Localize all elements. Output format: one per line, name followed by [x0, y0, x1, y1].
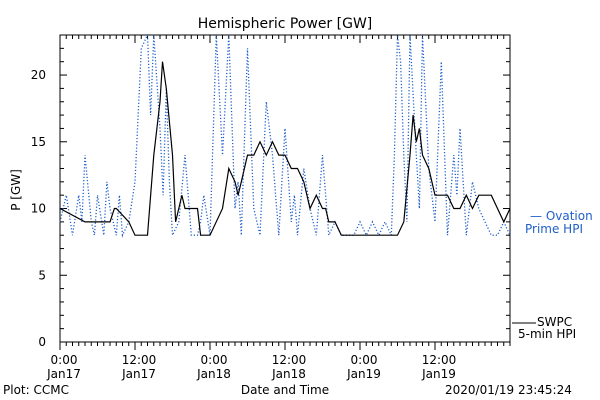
legend-swpc-line1: SWPC	[537, 315, 572, 329]
footer-timestamp: 2020/01/19 23:45:24	[445, 383, 572, 397]
x-tick-time-label: 12:00	[272, 353, 307, 367]
y-tick-label: 10	[31, 202, 46, 216]
chart-title: Hemispheric Power [GW]	[198, 16, 373, 32]
x-tick-time-label: 0:00	[351, 353, 378, 367]
series-layer	[59, 34, 511, 238]
x-tick-date-label: Jan19	[346, 367, 381, 381]
x-tick-time-label: 0:00	[51, 353, 78, 367]
plot-frame	[59, 34, 511, 343]
x-tick-time-label: 12:00	[122, 353, 157, 367]
x-axis-label: Date and Time	[241, 383, 329, 397]
legend: — Ovation Prime HPI SWPC 5-min HPI	[512, 209, 593, 341]
x-tick-date-label: Jan18	[196, 367, 231, 381]
x-tick-date-label: Jan18	[271, 367, 306, 381]
y-tick-label: 20	[31, 68, 46, 82]
x-tick-time-label: 12:00	[422, 353, 457, 367]
x-tick-date-label: Jan19	[421, 367, 456, 381]
plot-border	[59, 34, 511, 343]
y-axis: 0 5 10 15 20	[31, 34, 510, 349]
legend-swpc-line2: 5-min HPI	[518, 327, 576, 341]
legend-ovation-line2: Prime HPI	[525, 222, 583, 236]
legend-ovation-line1: — Ovation	[530, 209, 593, 223]
series-line-ovation	[59, 34, 511, 238]
x-tick-date-label: Jan17	[121, 367, 156, 381]
x-tick-date-label: Jan17	[46, 367, 81, 381]
x-tick-time-label: 0:00	[201, 353, 228, 367]
footer-plot-credit: Plot: CCMC	[3, 383, 69, 397]
y-axis-label: P [GW]	[9, 169, 23, 211]
y-tick-label: 5	[38, 268, 46, 282]
y-tick-label: 0	[38, 335, 46, 349]
series-line-swpc	[59, 61, 511, 236]
y-tick-label: 15	[31, 135, 46, 149]
x-axis: 0:00Jan1712:00Jan170:00Jan1812:00Jan180:…	[46, 35, 511, 381]
